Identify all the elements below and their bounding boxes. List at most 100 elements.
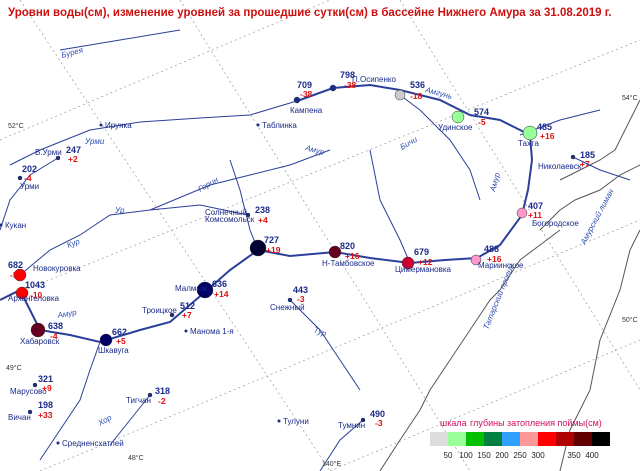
station-dot xyxy=(516,207,528,219)
station-dot xyxy=(328,245,342,259)
station-name: Солнечный xyxy=(205,208,247,217)
place-dot xyxy=(56,441,60,445)
legend-swatch xyxy=(592,432,610,446)
station-name: Мариинское xyxy=(478,261,524,270)
station-level: 321 xyxy=(38,374,53,384)
legend: шкала глубины затопления поймы(см) 50 100… xyxy=(430,418,610,460)
station-name: Тахта xyxy=(518,139,539,148)
place-dot xyxy=(277,419,281,423)
station-dot xyxy=(570,154,576,160)
station-change: -5 xyxy=(478,117,486,127)
station-level: 238 xyxy=(255,205,270,215)
station-level: 1043 xyxy=(25,280,45,290)
station-dot xyxy=(196,281,214,299)
station-name: Шкавуга xyxy=(98,346,129,355)
station-dot xyxy=(394,89,406,101)
river-name: Тур xyxy=(312,325,328,338)
coordinate-label: 54°C xyxy=(622,94,638,102)
station-change: +14 xyxy=(214,289,229,299)
station-name: Хабаровск xyxy=(20,337,60,346)
station-name: Цимермановка xyxy=(395,265,452,274)
station-level: 679 xyxy=(414,247,429,257)
station-change: +16 xyxy=(540,131,555,141)
legend-tick: 150 xyxy=(477,451,491,460)
river-name: Хор xyxy=(96,413,114,429)
station-dot xyxy=(99,333,113,347)
station-level: 709 xyxy=(297,80,312,90)
station-level: 247 xyxy=(66,145,81,155)
station-change: +33 xyxy=(38,410,53,420)
station-dot xyxy=(470,254,482,266)
station-name: Кампена xyxy=(290,106,323,115)
station-level: 682 xyxy=(8,260,23,270)
place-name: Манома 1-я xyxy=(190,327,234,336)
station-name: Вичан xyxy=(8,413,31,422)
station-change: +19 xyxy=(266,245,281,255)
station-level: 574 xyxy=(474,107,489,117)
station-change: +11 xyxy=(528,210,542,220)
station-dot xyxy=(147,392,153,398)
station-change: +7 xyxy=(182,310,192,320)
station-change: -3 xyxy=(375,418,383,428)
station-change: +16 xyxy=(345,251,360,261)
legend-tick: 350 xyxy=(567,451,581,460)
coordinate-label: 50°C xyxy=(622,316,638,324)
station-change: +16 xyxy=(487,254,502,264)
station-level: 536 xyxy=(410,80,425,90)
station-dot xyxy=(27,409,33,415)
station-name: В.Урми xyxy=(35,148,62,157)
station-dot xyxy=(169,312,175,318)
station-change: +2 xyxy=(68,154,78,164)
station-name: Урми xyxy=(20,182,39,191)
legend-swatch xyxy=(448,432,466,446)
station-change: -4 xyxy=(24,173,32,183)
place-dot xyxy=(256,123,260,127)
station-level: 202 xyxy=(22,164,37,174)
legend-tick: 300 xyxy=(531,451,545,460)
place-dot xyxy=(0,223,3,227)
place-name: Средненсхатлей xyxy=(62,439,124,448)
coastline xyxy=(379,99,640,471)
place-name: Тулуни xyxy=(283,417,309,426)
station-name: П.Осипенко xyxy=(352,75,396,84)
place-name: Ирунка xyxy=(105,121,132,130)
station-dot xyxy=(32,382,38,388)
station-change: +5 xyxy=(116,336,126,346)
station-dot xyxy=(293,96,301,104)
station-level: 638 xyxy=(48,321,63,331)
station-level: 198 xyxy=(38,400,53,410)
legend-swatch xyxy=(574,432,592,446)
station-change: -10 xyxy=(30,290,43,300)
station-dot xyxy=(55,155,61,161)
station-name: Троицкое xyxy=(142,306,177,315)
coordinate-label: 48°C xyxy=(128,454,144,462)
legend-tick: 200 xyxy=(495,451,509,460)
station-dot xyxy=(451,110,465,124)
station-dot xyxy=(15,286,29,300)
station-name: Богородское xyxy=(532,219,579,228)
river-name: Бичи xyxy=(399,135,420,152)
station-change: -3 xyxy=(297,294,305,304)
place-name: Кукан xyxy=(5,221,26,230)
station-level: 820 xyxy=(340,241,355,251)
river-name: Амур xyxy=(56,308,78,320)
station-change: -2 xyxy=(158,396,166,406)
station-level: 727 xyxy=(264,235,279,245)
station-dot xyxy=(245,212,251,218)
river-name: Бурея xyxy=(60,45,84,60)
station-dot xyxy=(329,84,337,92)
station-level: 512 xyxy=(180,301,195,311)
station-name: Новокуровка xyxy=(33,264,81,273)
station-dot xyxy=(17,175,23,181)
station-dot xyxy=(30,322,46,338)
place-dot xyxy=(99,123,103,127)
station-level: 407 xyxy=(528,201,543,211)
station-level: 490 xyxy=(370,409,385,419)
river-name: Кур xyxy=(66,237,82,250)
station-level: 636 xyxy=(212,279,227,289)
river-name: Ур xyxy=(114,206,125,215)
station-name: Тигчан xyxy=(126,396,151,405)
coordinate-label: 140°E xyxy=(322,460,341,468)
station-change: -38 xyxy=(300,89,313,99)
